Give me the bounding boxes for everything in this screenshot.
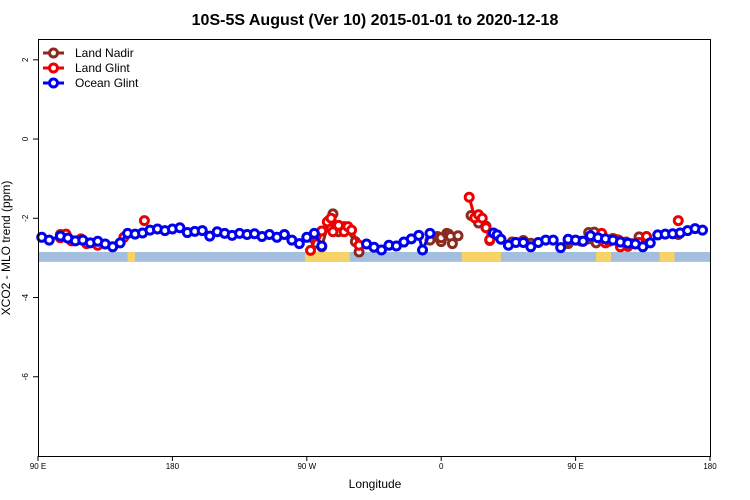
y-tick-label: -4 <box>21 293 30 301</box>
series-layer <box>36 191 709 258</box>
ocean-band <box>38 251 710 262</box>
data-point <box>446 238 458 250</box>
chart-title: 10S-5S August (Ver 10) 2015-01-01 to 202… <box>192 12 559 29</box>
data-point <box>525 241 537 253</box>
land-segment <box>304 251 350 262</box>
data-point <box>316 240 328 252</box>
plot-frame <box>38 39 711 457</box>
y-tick-label: 2 <box>21 57 30 62</box>
legend-label: Land Glint <box>75 61 130 75</box>
series-ocean-glint <box>36 222 709 256</box>
x-tick-label: 90 W <box>297 462 316 471</box>
land-segment <box>127 251 136 262</box>
legend-marker <box>48 47 59 59</box>
x-axis-label: Longitude <box>349 477 402 491</box>
data-point <box>413 229 425 241</box>
data-point <box>293 238 305 250</box>
y-tick-label: -6 <box>21 373 30 381</box>
land-segment <box>659 251 675 262</box>
data-point <box>346 224 358 236</box>
x-tick-label: 0 <box>439 462 444 471</box>
data-point <box>672 215 684 227</box>
map-band <box>38 251 710 262</box>
data-point <box>417 244 429 256</box>
data-point <box>114 237 126 249</box>
data-point <box>555 242 567 254</box>
data-point <box>480 222 492 234</box>
data-point <box>327 226 339 238</box>
x-tick-label: 180 <box>703 462 717 471</box>
legend-label: Land Nadir <box>75 46 134 60</box>
data-point <box>278 229 290 241</box>
data-point <box>204 230 216 242</box>
data-point <box>577 235 589 247</box>
x-axis: 90 E 180 90 W 0 90 E 180 <box>30 456 717 471</box>
x-tick-label: 90 E <box>567 462 583 471</box>
data-point <box>463 191 475 203</box>
data-point <box>452 230 464 242</box>
data-point <box>375 244 387 256</box>
legend-item: Land Nadir <box>43 46 134 60</box>
data-point <box>495 233 507 245</box>
data-point <box>517 236 529 248</box>
land-segment <box>461 251 501 262</box>
data-point <box>138 215 150 227</box>
data-point <box>308 227 320 239</box>
y-tick-label: 0 <box>21 136 30 141</box>
legend-label: Ocean Glint <box>75 76 139 90</box>
y-axis: 2 0 -2 -4 -6 <box>21 57 38 380</box>
legend-marker <box>48 77 59 89</box>
y-tick-label: -2 <box>21 214 30 222</box>
legend-marker <box>48 62 59 74</box>
data-point <box>174 222 186 234</box>
land-segment <box>596 251 612 262</box>
y-axis-label: XCO2 - MLO trend (ppm) <box>0 181 13 316</box>
legend-item: Ocean Glint <box>43 76 139 90</box>
data-point <box>697 224 709 236</box>
data-point <box>43 234 55 246</box>
data-point <box>305 244 317 256</box>
data-point <box>196 225 208 237</box>
x-tick-label: 90 E <box>30 462 46 471</box>
data-point <box>476 212 488 224</box>
data-point <box>424 227 436 239</box>
x-tick-label: 180 <box>166 462 180 471</box>
legend-item: Land Glint <box>43 61 130 75</box>
data-point <box>325 212 337 224</box>
data-point <box>547 234 559 246</box>
data-point <box>644 237 656 249</box>
